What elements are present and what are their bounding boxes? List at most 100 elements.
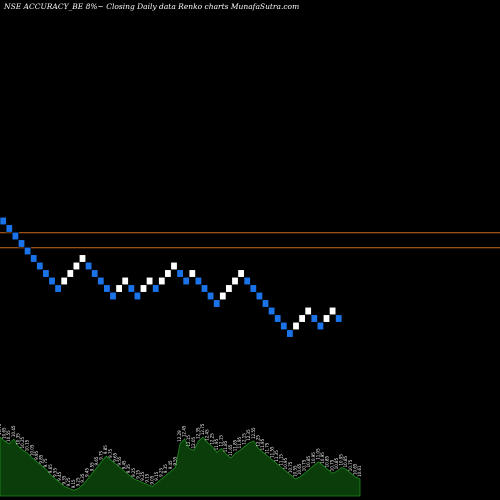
volume-label: 9.35 [62, 475, 67, 484]
brick-up [60, 276, 68, 286]
volume-label: 11.95 [214, 438, 219, 450]
brick-down [213, 299, 221, 308]
volume-label: 11.35 [274, 450, 279, 462]
brick-up [66, 269, 74, 278]
brick-down [268, 306, 276, 316]
volume-label: 10.85 [325, 455, 330, 467]
brick-down [207, 291, 215, 301]
volume-label: 10.75 [348, 459, 353, 471]
volume-label: 11.05 [315, 448, 320, 460]
brick-up [115, 284, 123, 293]
volume-label: 9.25 [75, 477, 80, 486]
brick-down [261, 299, 269, 308]
volume-label: 9.85 [39, 454, 44, 463]
brick-down [274, 314, 282, 323]
volume-label: 10.95 [311, 452, 316, 464]
volume-label: 12.75 [200, 423, 205, 435]
volume-label: 9.45 [168, 460, 173, 469]
brick-down [127, 284, 135, 293]
volume-label: 10.75 [0, 423, 2, 435]
brick-down [24, 246, 32, 256]
brick-down [152, 284, 160, 293]
volume-label: 12.15 [242, 433, 247, 445]
volume-label: 10.75 [329, 459, 334, 471]
brick-down [30, 254, 38, 263]
volume-label: 12.55 [251, 427, 256, 439]
volume-label: 12.15 [219, 435, 224, 447]
volume-label: 9.25 [159, 468, 164, 477]
brick-down [91, 269, 99, 278]
brick-down [280, 321, 288, 331]
volume-label: 9.45 [122, 460, 127, 469]
volume-label: 12.15 [186, 435, 191, 447]
volume-label: 10.95 [339, 454, 344, 466]
volume-label: 9.85 [103, 445, 108, 454]
volume-label: 9.95 [34, 450, 39, 459]
volume-label: 11.95 [260, 438, 265, 450]
brick-down [85, 261, 93, 271]
volume-label: 10.15 [25, 439, 30, 451]
volume-label: 11.75 [265, 442, 270, 454]
volume-label: 11.65 [228, 444, 233, 456]
volume-label: 9.35 [80, 473, 85, 482]
brick-down [133, 291, 141, 301]
volume-label: 10.85 [334, 457, 339, 469]
brick-down [249, 284, 257, 293]
volume-label: 10.65 [352, 463, 357, 475]
brick-down [5, 224, 13, 233]
volume-label: 10.61 [357, 465, 362, 477]
brick-down [335, 314, 343, 323]
brick-up [188, 269, 196, 278]
volume-label: 9.35 [126, 464, 131, 473]
brick-down [176, 269, 184, 278]
brick-down [316, 321, 324, 331]
brick-down [201, 284, 209, 293]
volume-label: 10.55 [6, 430, 11, 442]
volume-label: 12.29 [177, 430, 182, 442]
brick-down [17, 239, 25, 248]
volume-label: 10.55 [292, 465, 297, 477]
brick-down [36, 261, 44, 271]
brick-up [322, 314, 330, 323]
volume-label: 9.15 [154, 471, 159, 480]
volume-label: 10.45 [11, 425, 16, 437]
volume-label: 10.85 [343, 455, 348, 467]
volume-label: 9.05 [149, 475, 154, 484]
volume-label: 10.75 [288, 461, 293, 473]
volume-label: 11.85 [223, 440, 228, 452]
volume-label: 9.65 [112, 452, 117, 461]
volume-label: 11.55 [269, 446, 274, 458]
brick-up [72, 261, 80, 271]
volume-label: 10.65 [297, 463, 302, 475]
volume-label: 9.25 [131, 468, 136, 477]
brick-up [158, 276, 166, 286]
brick-up [164, 269, 172, 278]
volume-label: 9.15 [145, 473, 150, 482]
brick-up [146, 276, 154, 286]
volume-label: 9.35 [163, 464, 168, 473]
brick-up [140, 284, 148, 293]
brick-down [54, 284, 62, 293]
brick-up [298, 314, 306, 323]
volume-label: 12.25 [255, 435, 260, 447]
brick-down [48, 276, 56, 286]
brick-down [310, 314, 318, 323]
volume-label: 10.25 [20, 436, 25, 448]
brick-down [194, 276, 202, 286]
volume-label: 9.75 [108, 449, 113, 458]
volume-label: 9.45 [57, 471, 62, 480]
brick-down [243, 276, 251, 286]
volume-label: 9.75 [99, 450, 104, 459]
brick-up [292, 321, 300, 331]
volume-label: 12.05 [191, 436, 196, 448]
volume-label: 12.45 [205, 429, 210, 441]
volume-label: 12.45 [182, 425, 187, 437]
volume-label: 10.65 [2, 427, 7, 439]
brick-down [255, 291, 263, 301]
volume-label: 11.15 [279, 454, 284, 466]
brick-up [329, 306, 337, 316]
volume-label: 12.25 [209, 433, 214, 445]
